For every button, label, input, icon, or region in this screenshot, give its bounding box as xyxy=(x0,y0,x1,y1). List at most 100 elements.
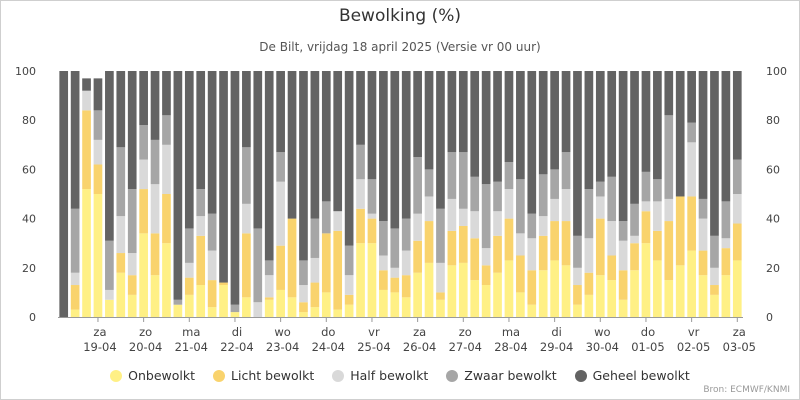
bar-segment-geheel-bewolkt xyxy=(527,71,537,214)
bar-segment-zwaar-bewolkt xyxy=(653,179,662,202)
bar-segment-licht-bewolkt xyxy=(710,285,719,295)
x-tick-date: 01-05 xyxy=(631,340,664,354)
x-tick-day: wo xyxy=(594,325,610,339)
bar-segment-half-bewolkt xyxy=(698,218,708,251)
bar-segment-half-bewolkt xyxy=(710,267,719,286)
bar-segment-geheel-bewolkt xyxy=(607,71,617,177)
x-tick-date: 24-04 xyxy=(312,340,345,354)
x-tick-day: vr xyxy=(368,325,380,339)
bar-segment-onbewolkt xyxy=(356,243,365,317)
bar-segment-licht-bewolkt xyxy=(675,196,685,266)
bar-segment-licht-bewolkt xyxy=(116,253,126,273)
x-tick-day: ma xyxy=(502,325,520,339)
bar-segment-onbewolkt xyxy=(401,297,411,317)
x-tick-date: 26-04 xyxy=(403,340,436,354)
bar-segment-licht-bewolkt xyxy=(595,218,605,276)
bar-segment-zwaar-bewolkt xyxy=(116,147,126,217)
bar-segment-geheel-bewolkt xyxy=(59,71,69,317)
bar-segment-geheel-bewolkt xyxy=(630,71,639,204)
bar-segment-licht-bewolkt xyxy=(287,218,297,298)
bar-segment-licht-bewolkt xyxy=(436,292,445,300)
legend-item-licht-bewolkt[interactable]: Licht bewolkt xyxy=(213,368,314,383)
bar-segment-half-bewolkt xyxy=(721,238,731,249)
bar-segment-licht-bewolkt xyxy=(721,248,731,276)
bar-segment-zwaar-bewolkt xyxy=(664,115,674,199)
legend-item-onbewolkt[interactable]: Onbewolkt xyxy=(110,368,195,383)
bar-segment-zwaar-bewolkt xyxy=(105,240,114,290)
bar-segment-licht-bewolkt xyxy=(698,250,708,276)
bar-segment-licht-bewolkt xyxy=(538,235,548,271)
bar-segment-licht-bewolkt xyxy=(481,265,491,286)
bar-segment-onbewolkt xyxy=(516,292,525,317)
bar-segment-zwaar-bewolkt xyxy=(550,169,559,199)
bar-segment-licht-bewolkt xyxy=(321,233,331,293)
chart-legend[interactable]: Onbewolkt Licht bewolkt Half bewolkt Zwaar … xyxy=(0,368,800,383)
bar-segment-zwaar-bewolkt xyxy=(253,228,263,303)
bar-segment-geheel-bewolkt xyxy=(458,71,468,153)
bar-segment-half-bewolkt xyxy=(527,238,537,271)
bar-segment-geheel-bewolkt xyxy=(344,71,354,246)
bar-segment-onbewolkt xyxy=(310,307,320,317)
x-tick-day: za xyxy=(93,325,106,339)
bar-segment-geheel-bewolkt xyxy=(573,71,582,236)
x-tick-day: zo xyxy=(459,325,472,339)
bar-segment-half-bewolkt xyxy=(447,198,457,231)
bar-segment-half-bewolkt xyxy=(401,250,411,276)
bar-segment-geheel-bewolkt xyxy=(242,71,251,148)
legend-item-geheel-bewolkt[interactable]: Geheel bewolkt xyxy=(574,368,690,383)
bar-segment-geheel-bewolkt xyxy=(664,71,674,116)
bar-segment-zwaar-bewolkt xyxy=(401,218,411,251)
bar-segment-geheel-bewolkt xyxy=(447,71,457,153)
bar-segment-geheel-bewolkt xyxy=(70,71,80,209)
bar-segment-geheel-bewolkt xyxy=(470,71,480,177)
bar-segment-geheel-bewolkt xyxy=(139,71,148,126)
bar-segment-half-bewolkt xyxy=(481,248,491,266)
bar-segment-licht-bewolkt xyxy=(504,218,514,261)
bar-segment-geheel-bewolkt xyxy=(127,71,137,190)
bar-segment-geheel-bewolkt xyxy=(436,71,445,209)
y-tick-label-right: 60 xyxy=(766,163,780,176)
bar-segment-geheel-bewolkt xyxy=(207,71,217,214)
legend-symbol xyxy=(446,369,459,382)
bar-segment-onbewolkt xyxy=(276,289,285,317)
source-credit: Bron: ECMWF/KNMI xyxy=(703,385,790,395)
bar-segment-zwaar-bewolkt xyxy=(207,213,217,251)
bar-segment-half-bewolkt xyxy=(390,267,400,278)
bar-segment-half-bewolkt xyxy=(162,144,171,194)
bar-segment-onbewolkt xyxy=(82,189,91,317)
bar-segment-licht-bewolkt xyxy=(379,270,388,290)
bar-segment-geheel-bewolkt xyxy=(321,71,331,202)
bar-segment-onbewolkt xyxy=(173,304,183,317)
bar-segment-half-bewolkt xyxy=(70,272,80,286)
bar-segment-licht-bewolkt xyxy=(390,277,400,293)
bar-segment-onbewolkt xyxy=(687,250,696,317)
bar-segment-licht-bewolkt xyxy=(413,240,422,273)
bar-segment-geheel-bewolkt xyxy=(356,71,365,145)
bar-segment-half-bewolkt xyxy=(732,194,742,224)
bar-segment-zwaar-bewolkt xyxy=(607,176,617,222)
bar-segment-onbewolkt xyxy=(139,233,148,317)
bar-segment-geheel-bewolkt xyxy=(253,71,263,229)
bar-segment-zwaar-bewolkt xyxy=(447,152,457,199)
legend-item-zwaar-bewolkt[interactable]: Zwaar bewolkt xyxy=(446,368,557,383)
bar-segment-zwaar-bewolkt xyxy=(561,152,571,190)
bar-segment-half-bewolkt xyxy=(82,90,91,111)
bar-segment-onbewolkt xyxy=(184,294,194,317)
bar-segment-licht-bewolkt xyxy=(264,297,274,300)
bar-segment-half-bewolkt xyxy=(561,189,571,222)
bar-segment-onbewolkt xyxy=(504,260,514,317)
legend-symbol xyxy=(213,369,226,382)
bar-segment-zwaar-bewolkt xyxy=(356,144,365,180)
x-tick-date: 23-04 xyxy=(266,340,299,354)
bar-segment-zwaar-bewolkt xyxy=(527,213,537,239)
bar-segment-geheel-bewolkt xyxy=(105,71,114,241)
bar-segment-zwaar-bewolkt xyxy=(413,157,422,214)
bar-segment-licht-bewolkt xyxy=(367,218,377,244)
bar-segment-licht-bewolkt xyxy=(664,221,674,281)
legend-item-half-bewolkt[interactable]: Half bewolkt xyxy=(332,368,428,383)
bar-segment-licht-bewolkt xyxy=(196,235,206,286)
bar-segment-onbewolkt xyxy=(447,265,457,317)
bar-segment-licht-bewolkt xyxy=(653,230,662,261)
bar-segment-onbewolkt xyxy=(493,272,502,317)
bar-segment-licht-bewolkt xyxy=(207,280,217,308)
